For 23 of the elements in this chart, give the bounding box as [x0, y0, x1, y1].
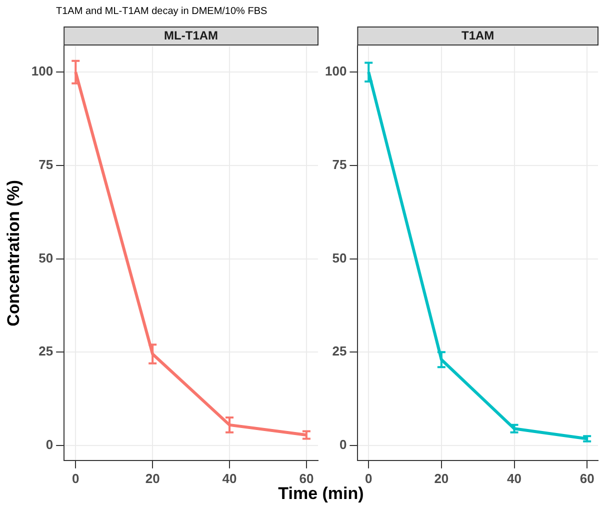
chart-subtitle: ML-T1AM — [164, 28, 218, 42]
x-axis-title: Time (min) — [278, 484, 364, 503]
y-tick-label: 25 — [38, 344, 54, 359]
y-tick-label: 0 — [339, 437, 347, 452]
chart-subtitle: T1AM — [462, 28, 494, 42]
x-tick-label: 20 — [434, 470, 449, 486]
y-tick-label: 25 — [332, 344, 347, 359]
y-tick-label: 75 — [38, 157, 54, 172]
chart-title: T1AM and ML-T1AM decay in DMEM/10% FBS — [56, 6, 268, 17]
y-tick-label: 100 — [324, 64, 347, 79]
x-tick-label: 0 — [364, 470, 372, 486]
x-tick-label: 20 — [145, 470, 160, 486]
x-tick-label: 0 — [72, 470, 80, 486]
x-tick-label: 60 — [299, 470, 314, 486]
x-tick-label: 60 — [580, 470, 594, 486]
y-tick-label: 75 — [332, 157, 347, 172]
y-tick-label: 100 — [31, 64, 54, 79]
y-axis-title: Concentration (%) — [4, 180, 23, 326]
y-tick-label: 50 — [332, 250, 347, 266]
x-tick-label: 40 — [222, 470, 237, 486]
y-tick-label: 50 — [38, 250, 54, 266]
x-tick-label: 40 — [507, 470, 522, 486]
y-tick-label: 0 — [46, 437, 54, 452]
